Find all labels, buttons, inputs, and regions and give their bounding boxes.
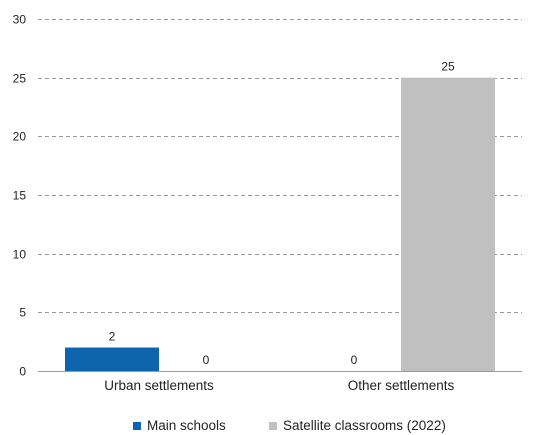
category-label: Urban settlements: [104, 378, 214, 393]
y-axis-ticks: 0 5 10 15 20 25 30: [13, 13, 27, 379]
y-tick-label: 20: [13, 130, 27, 144]
legend-label: Main schools: [147, 418, 226, 433]
legend-swatch: [269, 422, 277, 430]
bar-main-schools-0: [65, 347, 159, 371]
bar-satellite-classrooms-1: [401, 77, 495, 372]
y-tick-label: 25: [13, 72, 27, 86]
y-tick-label: 30: [13, 13, 27, 27]
y-tick-label: 15: [13, 189, 27, 203]
gridlines: [38, 19, 522, 372]
data-labels: 2 0 0 25: [109, 60, 455, 367]
data-label: 0: [203, 353, 210, 367]
category-label: Other settlements: [348, 378, 455, 393]
data-label: 25: [441, 60, 455, 74]
bars: [65, 77, 495, 372]
y-tick-label: 10: [13, 248, 27, 262]
legend: Main schools Satellite classrooms (2022): [133, 418, 446, 433]
data-label: 0: [351, 353, 358, 367]
y-tick-label: 5: [19, 306, 26, 320]
category-axis: Urban settlements Other settlements: [104, 378, 454, 393]
legend-label: Satellite classrooms (2022): [283, 418, 446, 433]
legend-swatch: [133, 422, 141, 430]
y-tick-label: 0: [19, 365, 26, 379]
data-label: 2: [109, 330, 116, 344]
